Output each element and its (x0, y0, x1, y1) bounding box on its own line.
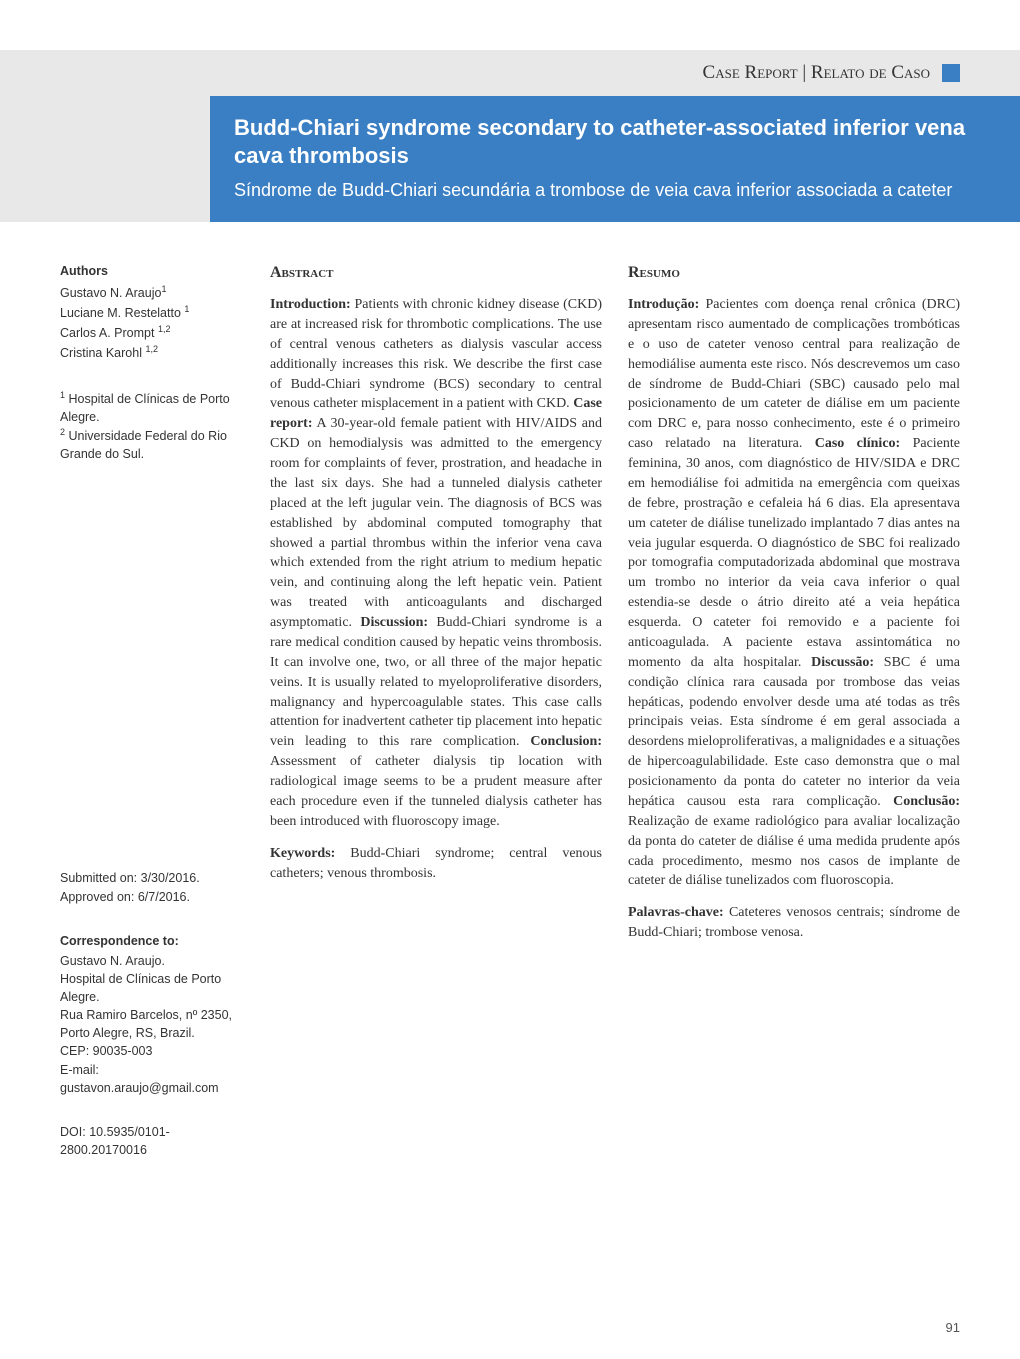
doi-block: DOI: 10.5935/0101-2800.20170016 (60, 1123, 246, 1159)
disc-label: Discussion: (360, 615, 428, 630)
page-number: 91 (946, 1320, 960, 1335)
conc-label: Conclusion: (530, 734, 602, 749)
title-block: Budd-Chiari syndrome secondary to cathet… (210, 96, 1020, 222)
intro-text: Patients with chronic kidney disease (CK… (270, 297, 602, 411)
disc-text: Budd-Chiari syndrome is a rare medical c… (270, 615, 602, 749)
section-header: Case Report | Relato de Caso (0, 50, 1020, 96)
resumo-body: Introdução: Pacientes com doença renal c… (628, 295, 960, 891)
keywords-line: Keywords: Budd-Chiari syndrome; central … (270, 844, 602, 884)
affiliation: 1 Hospital de Clínicas de Porto Alegre. (60, 389, 246, 426)
submitted-label: Submitted on: (60, 871, 137, 885)
correspondence-block: Correspondence to: Gustavo N. Araujo. Ho… (60, 932, 246, 1097)
title-portuguese: Síndrome de Budd-Chiari secundária a tro… (234, 179, 996, 202)
approved-date: 6/7/2016. (138, 890, 190, 904)
section-marker-icon (942, 64, 960, 82)
case-text: Paciente feminina, 30 anos, com diagnóst… (628, 436, 960, 670)
author-name: Gustavo N. Araujo (60, 286, 161, 300)
authors-block: Authors Gustavo N. Araujo1 Luciane M. Re… (60, 262, 246, 362)
abstract-column: Abstract Introduction: Patients with chr… (270, 262, 602, 1159)
resumo-column: Resumo Introdução: Pacientes com doença … (628, 262, 960, 1159)
author: Cristina Karohl 1,2 (60, 343, 246, 362)
disc-label: Discussão: (811, 655, 874, 670)
author-aff: 1 (161, 284, 166, 294)
keywords-label: Keywords: (270, 846, 335, 861)
author: Luciane M. Restelatto 1 (60, 303, 246, 322)
approved-line: Approved on: 6/7/2016. (60, 888, 246, 906)
case-text: A 30-year-old female patient with HIV/AI… (270, 416, 602, 630)
correspondence-line: Hospital de Clínicas de Porto Alegre. (60, 970, 246, 1006)
author-aff: 1 (184, 304, 189, 314)
resumo-heading: Resumo (628, 262, 960, 285)
submitted-line: Submitted on: 3/30/2016. (60, 869, 246, 887)
author: Carlos A. Prompt 1,2 (60, 323, 246, 342)
aff-text: Universidade Federal do Rio Grande do Su… (60, 429, 227, 461)
disc-text: SBC é uma condição clínica rara causada … (628, 655, 960, 809)
conc-text: Realização de exame radiológico para ava… (628, 814, 960, 889)
sidebar-spacer (60, 489, 246, 869)
author-aff: 1,2 (145, 344, 158, 354)
authors-heading: Authors (60, 262, 246, 280)
conc-label: Conclusão: (893, 794, 960, 809)
content-area: Authors Gustavo N. Araujo1 Luciane M. Re… (60, 262, 960, 1159)
header-band: Case Report | Relato de Caso Budd-Chiari… (0, 50, 1020, 222)
palavras-chave-line: Palavras-chave: Cateteres venosos centra… (628, 903, 960, 943)
main-columns: Abstract Introduction: Patients with chr… (270, 262, 960, 1159)
sidebar: Authors Gustavo N. Araujo1 Luciane M. Re… (60, 262, 246, 1159)
author-name: Cristina Karohl (60, 347, 142, 361)
intro-label: Introduction: (270, 297, 351, 312)
case-label: Caso clínico: (815, 436, 900, 451)
correspondence-line: Gustavo N. Araujo. (60, 952, 246, 970)
dates-block: Submitted on: 3/30/2016. Approved on: 6/… (60, 869, 246, 905)
section-label: Case Report | Relato de Caso (703, 62, 930, 84)
aff-num: 1 (60, 390, 65, 400)
author-aff: 1,2 (158, 324, 171, 334)
correspondence-heading: Correspondence to: (60, 932, 246, 950)
aff-num: 2 (60, 427, 65, 437)
correspondence-line: E-mail: gustavon.araujo@gmail.com (60, 1061, 246, 1097)
keywords-label: Palavras-chave: (628, 905, 724, 920)
title-english: Budd-Chiari syndrome secondary to cathet… (234, 114, 996, 169)
submitted-date: 3/30/2016. (141, 871, 200, 885)
conc-text: Assessment of catheter dialysis tip loca… (270, 754, 602, 829)
correspondence-line: CEP: 90035-003 (60, 1042, 246, 1060)
abstract-heading: Abstract (270, 262, 602, 285)
affiliations-block: 1 Hospital de Clínicas de Porto Alegre. … (60, 389, 246, 464)
author-name: Luciane M. Restelatto (60, 306, 181, 320)
author-name: Carlos A. Prompt (60, 326, 154, 340)
affiliation: 2 Universidade Federal do Rio Grande do … (60, 426, 246, 463)
aff-text: Hospital de Clínicas de Porto Alegre. (60, 392, 230, 424)
doi-label: DOI: (60, 1125, 86, 1139)
page: Case Report | Relato de Caso Budd-Chiari… (0, 0, 1020, 1359)
author: Gustavo N. Araujo1 (60, 283, 246, 302)
approved-label: Approved on: (60, 890, 134, 904)
intro-label: Introdução: (628, 297, 699, 312)
intro-text: Pacientes com doença renal crônica (DRC)… (628, 297, 960, 451)
correspondence-line: Rua Ramiro Barcelos, nº 2350, Porto Aleg… (60, 1006, 246, 1042)
abstract-body: Introduction: Patients with chronic kidn… (270, 295, 602, 832)
